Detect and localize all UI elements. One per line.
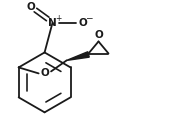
- Polygon shape: [67, 52, 89, 60]
- Text: O: O: [40, 68, 49, 78]
- Text: O: O: [26, 2, 35, 12]
- Text: O: O: [94, 30, 103, 40]
- Text: −: −: [85, 14, 93, 23]
- Text: N: N: [48, 18, 57, 28]
- Text: O: O: [78, 18, 87, 28]
- Text: +: +: [55, 14, 61, 23]
